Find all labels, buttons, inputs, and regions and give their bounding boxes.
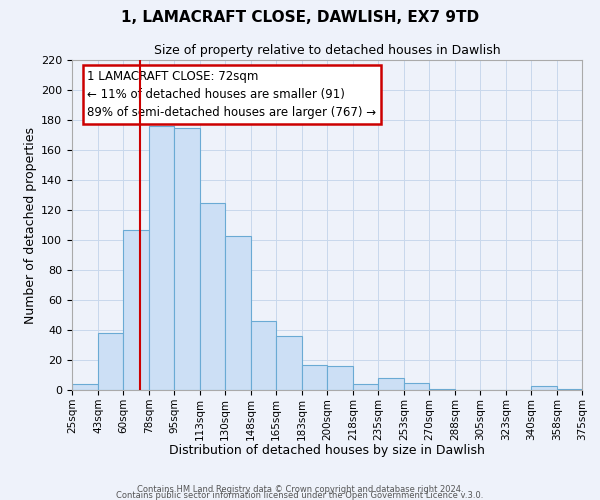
Title: Size of property relative to detached houses in Dawlish: Size of property relative to detached ho…: [154, 44, 500, 58]
Text: Contains public sector information licensed under the Open Government Licence v.: Contains public sector information licen…: [116, 490, 484, 500]
Bar: [72, 384, 98, 390]
Bar: [123, 230, 149, 390]
Bar: [557, 388, 582, 390]
Bar: [251, 321, 276, 390]
Text: 1 LAMACRAFT CLOSE: 72sqm
← 11% of detached houses are smaller (91)
89% of semi-d: 1 LAMACRAFT CLOSE: 72sqm ← 11% of detach…: [88, 70, 376, 119]
Text: Contains HM Land Registry data © Crown copyright and database right 2024.: Contains HM Land Registry data © Crown c…: [137, 484, 463, 494]
Bar: [200, 202, 225, 390]
Bar: [276, 336, 302, 390]
Bar: [353, 384, 378, 390]
Y-axis label: Number of detached properties: Number of detached properties: [24, 126, 37, 324]
Bar: [98, 333, 123, 390]
Text: 1, LAMACRAFT CLOSE, DAWLISH, EX7 9TD: 1, LAMACRAFT CLOSE, DAWLISH, EX7 9TD: [121, 10, 479, 25]
Bar: [302, 364, 327, 390]
Bar: [429, 388, 455, 390]
Bar: [149, 126, 174, 390]
Bar: [404, 382, 429, 390]
Bar: [327, 366, 353, 390]
Bar: [225, 236, 251, 390]
Bar: [378, 378, 404, 390]
X-axis label: Distribution of detached houses by size in Dawlish: Distribution of detached houses by size …: [169, 444, 485, 457]
Bar: [531, 386, 557, 390]
Bar: [174, 128, 200, 390]
